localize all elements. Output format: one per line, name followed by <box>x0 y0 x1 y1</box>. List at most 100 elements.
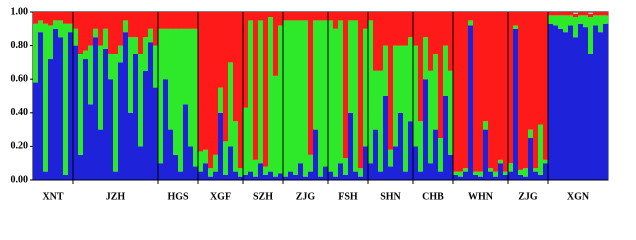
bar-segment <box>158 163 164 180</box>
bar-segment <box>528 12 534 130</box>
bar-segment <box>163 12 169 29</box>
bar-segment <box>268 17 274 172</box>
y-tick-label: 0.80 <box>11 40 29 51</box>
bar-segment <box>433 129 439 180</box>
bar-segment <box>228 62 234 147</box>
bar-segment <box>323 20 329 167</box>
bar-segment <box>108 79 114 180</box>
bar-segment <box>303 20 309 177</box>
bar-segment <box>583 15 589 28</box>
bar-segment <box>173 28 179 155</box>
bar-segment <box>438 171 444 180</box>
bar-segment <box>313 129 319 180</box>
bar-segment <box>43 23 49 172</box>
bar-segment <box>238 168 244 177</box>
bar-segment <box>423 12 429 38</box>
bar-segment <box>173 154 179 180</box>
bar-segment <box>263 12 269 167</box>
bar-segment <box>413 12 419 46</box>
bar-segment <box>503 171 509 175</box>
bar-segment <box>208 176 214 180</box>
bar-segment <box>143 37 149 71</box>
bar-segment <box>148 28 154 43</box>
bar-segment <box>118 45 124 63</box>
bar-segment <box>98 129 104 180</box>
bar-segment <box>593 15 599 26</box>
bar-segment <box>408 121 414 180</box>
bar-segment <box>88 45 94 105</box>
bar-segment <box>288 20 294 172</box>
bar-segment <box>488 171 494 180</box>
bar-segment <box>103 28 109 49</box>
bar-segment <box>378 12 384 71</box>
bar-segment <box>378 171 384 180</box>
bar-segment <box>188 12 194 29</box>
bar-segment <box>398 12 404 46</box>
bar-segment <box>323 12 329 21</box>
bar-segment <box>463 171 469 180</box>
bar-segment <box>478 171 484 177</box>
bar-segment <box>588 17 594 54</box>
bar-segment <box>438 12 444 138</box>
group-label: WHN <box>468 191 494 202</box>
bar-segment <box>68 12 74 24</box>
bar-segment <box>93 12 99 29</box>
bar-segment <box>33 12 39 24</box>
bar-segment <box>313 12 319 21</box>
bar-segment <box>403 171 409 180</box>
bar-segment <box>78 12 84 54</box>
bar-segment <box>513 12 519 26</box>
bar-segment <box>188 28 194 147</box>
bar-segment <box>378 70 384 172</box>
bar-segment <box>458 171 464 177</box>
bar-segment <box>273 176 279 180</box>
bar-segment <box>213 171 219 180</box>
bar-segment <box>388 12 394 150</box>
bar-segment <box>548 12 554 16</box>
bar-segment <box>178 171 184 180</box>
bar-segment <box>563 32 569 180</box>
bar-segment <box>183 28 189 105</box>
bar-segment <box>288 171 294 180</box>
bar-segment <box>483 12 489 122</box>
bar-segment <box>138 146 144 180</box>
bar-segment <box>168 28 174 130</box>
bar-segment <box>353 20 359 172</box>
bar-segment <box>513 25 519 29</box>
bar-segment <box>208 12 214 169</box>
bar-segment <box>523 12 529 169</box>
bar-segment <box>518 169 524 175</box>
bar-segment <box>403 12 409 46</box>
bar-segment <box>83 12 89 51</box>
bar-segment <box>78 54 84 155</box>
bar-segment <box>453 174 459 180</box>
bar-segment <box>133 54 139 180</box>
bar-segment <box>573 13 579 18</box>
bar-segment <box>553 25 559 180</box>
bar-segment <box>58 37 64 181</box>
bar-segment <box>38 12 44 21</box>
bar-segment <box>418 12 424 122</box>
bar-segment <box>233 121 239 172</box>
bar-segment <box>418 121 424 172</box>
bar-segment <box>333 176 339 180</box>
bar-segment <box>103 48 109 181</box>
bar-segment <box>118 62 124 180</box>
bar-segment <box>388 166 394 180</box>
bar-segment <box>383 12 389 46</box>
y-tick-label: 0.20 <box>11 141 29 152</box>
bar-segment <box>363 146 369 180</box>
bar-segment <box>568 12 574 16</box>
bar-segment <box>523 176 529 180</box>
group-label: ZJG <box>518 191 538 202</box>
bar-segment <box>523 168 529 177</box>
bar-segment <box>478 12 484 172</box>
bar-segment <box>293 20 299 175</box>
bar-segment <box>123 20 129 33</box>
bar-segment <box>313 20 319 130</box>
bar-segment <box>448 12 454 71</box>
bar-segment <box>128 37 134 113</box>
bar-segment <box>563 12 569 16</box>
bar-segment <box>473 12 479 172</box>
y-tick-label: 0.40 <box>11 107 29 118</box>
